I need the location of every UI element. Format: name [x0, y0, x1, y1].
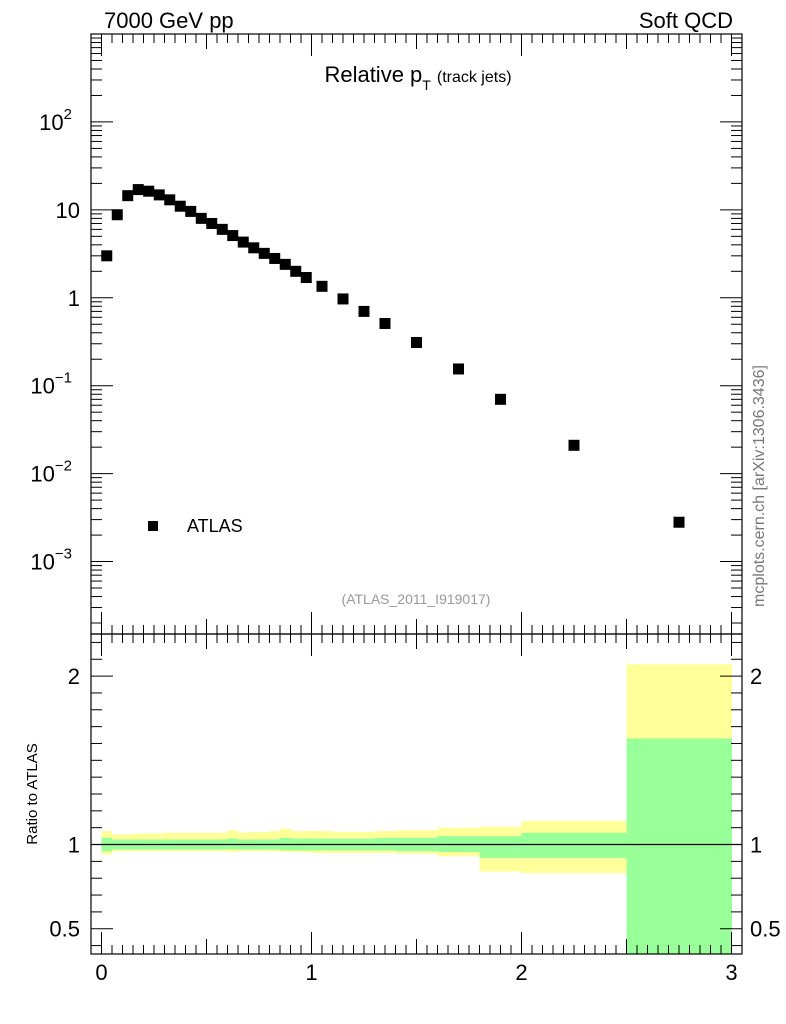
data-points	[101, 184, 685, 528]
data-point-3	[132, 184, 144, 196]
data-point-22	[358, 305, 370, 317]
y-tick-label-0: 102	[39, 106, 72, 135]
ratio-band-inner-28	[626, 738, 732, 954]
data-point-15	[258, 247, 270, 259]
x-tick-label-1: 1	[305, 960, 317, 985]
plot-title-main: Relative p	[324, 62, 422, 87]
data-point-10	[206, 217, 218, 229]
ratio-y-tick-label-0: 0.5	[49, 917, 80, 942]
data-point-7	[174, 200, 186, 212]
data-point-16	[269, 252, 281, 264]
ratio-bands	[101, 664, 732, 954]
data-point-19	[300, 272, 312, 284]
data-point-2	[122, 190, 134, 202]
ratio-y-tick-labels: 0.5 0.5 1 1 2 2	[49, 664, 780, 942]
legend-label: ATLAS	[187, 516, 243, 536]
ratio-band-inner-27	[521, 832, 627, 858]
x-tick-label-2: 2	[515, 960, 527, 985]
plot-title: Relative pT (track jets)	[324, 62, 511, 93]
data-point-23	[379, 317, 391, 329]
x-tick-label-3: 3	[725, 960, 737, 985]
data-point-24	[411, 337, 422, 349]
ratio-y-tick-label-right-0: 0.5	[750, 917, 781, 942]
legend-marker	[148, 521, 158, 531]
header-left: 7000 GeV pp	[104, 8, 234, 33]
data-point-25	[453, 363, 464, 375]
main-plot-frame	[90, 33, 743, 635]
y-tick-label-4: 10−2	[30, 458, 72, 487]
data-point-26	[495, 393, 506, 405]
data-point-13	[237, 236, 249, 248]
data-point-0	[101, 250, 113, 262]
ratio-y-tick-label-right-2: 2	[750, 664, 762, 689]
data-point-28	[673, 516, 685, 528]
data-point-5	[153, 189, 165, 201]
y-tick-label-3: 10−1	[30, 370, 72, 399]
x-tick-labels: 0 1 2 3	[95, 960, 737, 985]
data-point-14	[248, 242, 260, 254]
data-point-4	[143, 185, 155, 197]
ratio-y-tick-label-right-1: 1	[750, 833, 762, 858]
plot-title-sub: T	[422, 77, 431, 93]
plot-title-suffix: (track jets)	[437, 69, 512, 86]
header-right: Soft QCD	[639, 8, 733, 33]
ratio-y-tick-label-2: 2	[68, 664, 80, 689]
data-point-1	[111, 209, 123, 221]
data-point-8	[185, 205, 197, 217]
data-point-20	[316, 280, 328, 292]
ratio-y-tick-label-1: 1	[68, 833, 80, 858]
x-tick-label-0: 0	[95, 960, 107, 985]
ratio-axis-ticks	[90, 634, 742, 954]
data-point-18	[290, 265, 302, 277]
data-point-11	[216, 223, 228, 235]
y-tick-label-1: 10	[56, 198, 80, 223]
main-y-tick-labels: 102 10 1 10−1 10−2 10−3	[30, 106, 80, 575]
data-point-12	[227, 230, 239, 242]
ratio-y-axis-label: Ratio to ATLAS	[24, 743, 41, 844]
data-point-6	[164, 194, 176, 206]
side-label: mcplots.cern.ch [arXiv:1306.3436]	[751, 365, 768, 607]
data-point-27	[568, 439, 580, 451]
y-tick-label-5: 10−3	[30, 546, 72, 575]
data-point-9	[195, 212, 207, 224]
main-axis-ticks	[90, 34, 742, 634]
data-point-17	[279, 258, 291, 270]
ratio-band-inner-26	[479, 836, 522, 858]
y-tick-label-2: 1	[68, 286, 80, 311]
analysis-label: (ATLAS_2011_I919017)	[342, 591, 491, 607]
data-point-21	[337, 293, 349, 305]
